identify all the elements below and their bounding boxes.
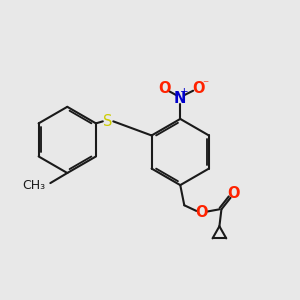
Text: CH₃: CH₃ [22, 179, 45, 192]
Text: S: S [103, 114, 113, 129]
Text: +: + [180, 87, 189, 97]
Text: O: O [227, 187, 240, 202]
Text: N: N [174, 91, 187, 106]
Text: O: O [192, 81, 204, 96]
Text: O: O [195, 205, 208, 220]
Text: O: O [158, 81, 170, 96]
Text: ⁻: ⁻ [202, 78, 208, 91]
